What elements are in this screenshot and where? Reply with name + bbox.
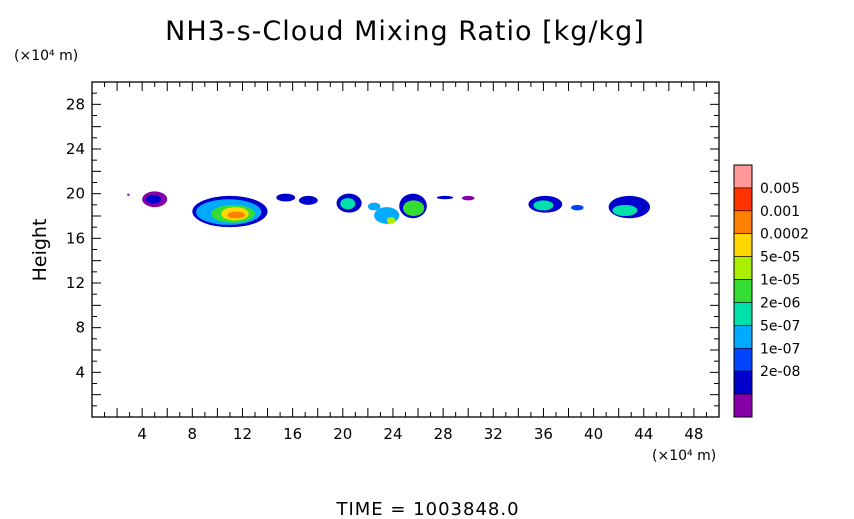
cloud-fields bbox=[127, 191, 651, 228]
cloud-blob-18 bbox=[461, 195, 475, 201]
legend-swatch bbox=[733, 302, 753, 326]
x-tick-label: 8 bbox=[188, 425, 198, 443]
y-tick-label: 24 bbox=[66, 140, 85, 158]
legend-swatch bbox=[733, 393, 753, 418]
legend-label: 5e-07 bbox=[760, 318, 800, 334]
legend-label: 1e-05 bbox=[760, 273, 800, 289]
cloud-blob-16 bbox=[402, 200, 425, 216]
cloud-blob-8 bbox=[276, 193, 296, 202]
x-axis-unit: (×10⁴ m) bbox=[652, 448, 716, 464]
cloud-blob-0 bbox=[127, 193, 130, 196]
x-tick-label: 40 bbox=[584, 425, 603, 443]
cloud-blob-13 bbox=[374, 207, 400, 224]
legend-label: 5e-05 bbox=[760, 250, 800, 266]
x-tick-label: 32 bbox=[484, 425, 503, 443]
y-tick-label: 8 bbox=[75, 319, 85, 337]
cloud-blob-2 bbox=[145, 194, 161, 204]
cloud-blob-12 bbox=[367, 202, 381, 211]
cloud-blob-9 bbox=[298, 195, 318, 205]
legend-swatch bbox=[733, 279, 753, 303]
x-tick-label: 20 bbox=[333, 425, 352, 443]
y-tick-label: 4 bbox=[75, 363, 85, 381]
x-tick-label: 16 bbox=[283, 425, 302, 443]
x-axis-ticks: 4 8 12 16 20 24 28 32 36 40 44 48 bbox=[104, 82, 707, 443]
cloud-blob-14 bbox=[386, 217, 396, 224]
cloud-blob-11 bbox=[340, 198, 356, 210]
legend-label: 0.001 bbox=[760, 204, 800, 220]
x-tick-label: 4 bbox=[137, 425, 147, 443]
y-axis-ticks: 4 8 12 16 20 24 28 bbox=[66, 92, 719, 407]
cloud-blob-21 bbox=[571, 204, 584, 211]
legend-swatch bbox=[733, 370, 753, 395]
plot-area bbox=[92, 82, 719, 417]
x-tick-label: 28 bbox=[434, 425, 453, 443]
y-tick-label: 12 bbox=[66, 274, 85, 292]
legend-swatch bbox=[733, 164, 753, 189]
x-tick-label: 12 bbox=[233, 425, 252, 443]
x-tick-label: 44 bbox=[634, 425, 653, 443]
cloud-blob-17 bbox=[436, 195, 454, 200]
legend-border bbox=[733, 164, 753, 418]
legend-swatch bbox=[733, 233, 753, 257]
y-tick-label: 20 bbox=[66, 185, 85, 203]
legend-swatch bbox=[733, 325, 753, 349]
y-axis-label: Height bbox=[29, 219, 51, 282]
legend-label: 0.0002 bbox=[760, 227, 809, 243]
legend-swatch bbox=[733, 347, 753, 372]
x-tick-label: 48 bbox=[684, 425, 703, 443]
x-tick-label: 36 bbox=[534, 425, 553, 443]
cloud-blob-23 bbox=[612, 204, 638, 217]
x-tick-label: 24 bbox=[383, 425, 402, 443]
legend-swatch bbox=[733, 187, 753, 212]
legend-swatch bbox=[733, 256, 753, 280]
cloud-blob-7 bbox=[227, 211, 245, 219]
plot-background bbox=[92, 82, 719, 417]
legend-label: 1e-07 bbox=[760, 341, 800, 357]
y-tick-label: 16 bbox=[66, 229, 85, 247]
legend-swatch bbox=[733, 210, 753, 235]
time-label: TIME = 1003848.0 bbox=[335, 499, 519, 519]
cloud-blob-20 bbox=[533, 200, 554, 211]
legend-label: 2e-06 bbox=[760, 295, 800, 311]
y-axis-unit: (×10⁴ m) bbox=[14, 48, 78, 64]
y-tick-label: 28 bbox=[66, 95, 85, 113]
legend-label: 0.005 bbox=[760, 181, 800, 197]
legend-label: 2e-08 bbox=[760, 364, 800, 380]
chart-title: NH3-s-Cloud Mixing Ratio [kg/kg] bbox=[165, 16, 645, 47]
color-legend: 0.005 0.001 0.0002 5e-05 1e-05 2e-06 5e-07 1e-0… bbox=[733, 164, 809, 418]
